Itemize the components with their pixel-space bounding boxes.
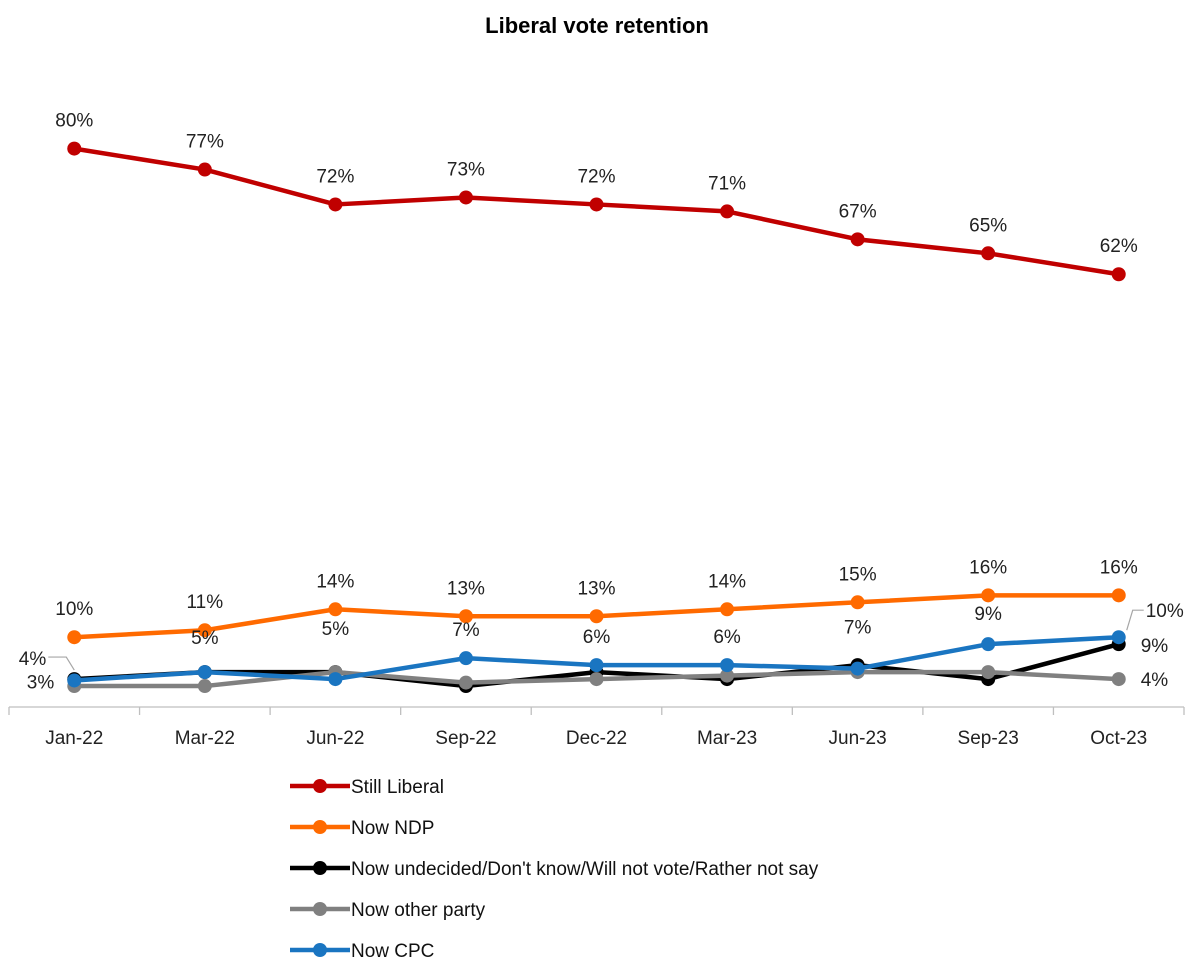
data-point-still-liberal-mar-23: [720, 204, 735, 219]
legend-swatch-marker: [313, 779, 327, 793]
legend-label: Now undecided/Don't know/Will not vote/R…: [351, 859, 819, 880]
data-label-still-liberal-jan-22: 80%: [55, 111, 93, 132]
x-tick-label-jan-22: Jan-22: [45, 728, 103, 749]
data-label-now-cpc-mar-22: 5%: [191, 628, 219, 649]
data-label-now-cpc-sep-23: 9%: [974, 604, 1002, 625]
data-label-now-cpc-mar-23: 6%: [713, 627, 741, 648]
data-point-now-ndp-mar-22: [197, 623, 212, 638]
data-point-still-liberal-oct-23: [1111, 267, 1126, 282]
data-point-now-cpc-jun-23: [850, 661, 865, 676]
x-tick-label-sep-23: Sep-23: [958, 728, 1019, 749]
x-tick-label-mar-23: Mar-23: [697, 728, 757, 749]
data-label-now-ndp-sep-22: 13%: [447, 578, 485, 599]
legend-label: Now other party: [351, 900, 486, 921]
data-labels: 80% 77% 72% 73% 72% 71% 67% 65% 62% 10% 11% 14% 13% 1…: [19, 111, 1184, 694]
data-label-now-cpc-oct-23: 10%: [1146, 601, 1184, 622]
data-label-still-liberal-dec-22: 72%: [577, 166, 615, 187]
data-point-now-cpc-mar-23: [720, 658, 735, 673]
data-label-now-cpc-jan-22: 3%: [27, 672, 55, 693]
data-point-still-liberal-jun-23: [850, 232, 865, 247]
x-tick-label-jun-23: Jun-23: [829, 728, 887, 749]
x-tick-label-oct-23: Oct-23: [1090, 728, 1147, 749]
legend-label: Still Liberal: [351, 777, 444, 798]
x-tick-label-dec-22: Dec-22: [566, 728, 627, 749]
data-point-still-liberal-mar-22: [197, 162, 212, 177]
data-label-now-ndp-dec-22: 13%: [577, 578, 615, 599]
data-label-now-cpc-jun-23: 7%: [844, 618, 872, 639]
data-point-now-other-party-sep-22: [458, 675, 473, 690]
data-point-now-ndp-jun-22: [328, 602, 343, 617]
data-point-now-cpc-jan-22: [67, 673, 82, 688]
data-point-now-cpc-oct-23: [1111, 630, 1126, 645]
data-label-still-liberal-oct-23: 62%: [1100, 236, 1138, 257]
data-label-now-ndp-sep-23: 16%: [969, 557, 1007, 578]
legend-item-now-ndp: Now NDP: [290, 818, 434, 839]
data-point-now-other-party-oct-23: [1111, 672, 1126, 687]
legend-swatch-marker: [313, 861, 327, 875]
data-label-now-undecided-don-t-know-will-not-vote-rather-not-say-oct-23: 9%: [1141, 636, 1169, 657]
x-axis: Jan-22 Mar-22 Jun-22 Sep-22 Dec-22 Mar-23 Jun-…: [8, 706, 1185, 749]
data-point-now-ndp-sep-22: [458, 609, 473, 624]
series-still-liberal: [67, 141, 1126, 282]
series-now-cpc: [67, 630, 1126, 688]
data-point-now-cpc-mar-22: [197, 665, 212, 680]
data-label-still-liberal-jun-22: 72%: [316, 166, 354, 187]
legend-swatch-marker: [313, 902, 327, 916]
data-point-still-liberal-jun-22: [328, 197, 343, 212]
legend-item-now-other-party: Now other party: [290, 900, 486, 921]
legend-item-still-liberal: Still Liberal: [290, 777, 444, 798]
legend: Still Liberal Now NDP Now undecided/Don't …: [290, 777, 819, 962]
data-point-now-ndp-jan-22: [67, 630, 82, 645]
legend-label: Now CPC: [351, 941, 434, 962]
data-label-still-liberal-sep-22: 73%: [447, 159, 485, 180]
data-point-now-other-party-mar-23: [720, 668, 735, 683]
series-now-ndp: [67, 588, 1126, 645]
data-label-leader-line: [1126, 609, 1144, 631]
data-point-now-cpc-jun-22: [328, 672, 343, 687]
data-point-still-liberal-sep-23: [981, 246, 996, 261]
data-point-still-liberal-sep-22: [458, 190, 473, 205]
data-label-still-liberal-mar-22: 77%: [186, 132, 224, 153]
data-point-still-liberal-dec-22: [589, 197, 604, 212]
data-label-still-liberal-jun-23: 67%: [839, 201, 877, 222]
data-point-now-cpc-sep-23: [981, 637, 996, 652]
x-tick-label-mar-22: Mar-22: [175, 728, 235, 749]
x-tick-label-jun-22: Jun-22: [306, 728, 364, 749]
data-label-now-cpc-jun-22: 5%: [322, 619, 350, 640]
data-label-now-ndp-jan-22: 10%: [55, 599, 93, 620]
data-label-still-liberal-sep-23: 65%: [969, 215, 1007, 236]
data-point-now-ndp-sep-23: [981, 588, 996, 603]
legend-item-now-undecided-don-t-know-will-not-vote-rather-not-say: Now undecided/Don't know/Will not vote/R…: [290, 859, 819, 880]
data-point-now-ndp-oct-23: [1111, 588, 1126, 603]
data-label-leader-line: [48, 656, 75, 671]
legend-label: Now NDP: [351, 818, 434, 839]
data-point-now-other-party-mar-22: [197, 679, 212, 694]
data-label-now-ndp-jun-22: 14%: [316, 571, 354, 592]
series-layer: [67, 141, 1126, 694]
data-point-now-other-party-sep-23: [981, 665, 996, 680]
data-label-still-liberal-mar-23: 71%: [708, 173, 746, 194]
data-point-now-ndp-dec-22: [589, 609, 604, 624]
legend-swatch-marker: [313, 943, 327, 957]
data-label-now-cpc-sep-22: 7%: [452, 620, 480, 641]
data-label-now-ndp-mar-22: 11%: [187, 592, 224, 613]
legend-swatch-marker: [313, 820, 327, 834]
data-label-now-ndp-oct-23: 16%: [1100, 557, 1138, 578]
data-point-still-liberal-jan-22: [67, 141, 82, 156]
data-point-now-ndp-jun-23: [850, 595, 865, 610]
x-tick-label-sep-22: Sep-22: [435, 728, 496, 749]
data-point-now-other-party-dec-22: [589, 672, 604, 687]
data-label-now-cpc-dec-22: 6%: [583, 627, 611, 648]
chart-title: Liberal vote retention: [485, 13, 709, 38]
data-label-now-other-party-oct-23: 4%: [1141, 670, 1169, 691]
data-point-now-cpc-sep-22: [458, 651, 473, 666]
data-label-now-ndp-jun-23: 15%: [839, 564, 877, 585]
data-label-now-undecided-don-t-know-will-not-vote-rather-not-say-jan-22: 4%: [19, 649, 47, 670]
legend-item-now-cpc: Now CPC: [290, 941, 434, 962]
data-point-now-ndp-mar-23: [720, 602, 735, 617]
data-label-now-ndp-mar-23: 14%: [708, 571, 746, 592]
data-point-now-cpc-dec-22: [589, 658, 604, 673]
